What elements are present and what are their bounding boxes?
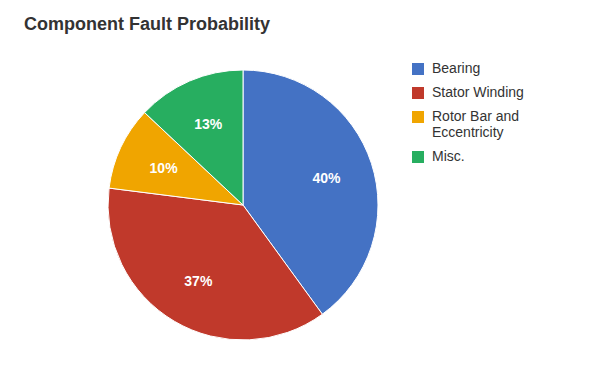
html-text:Stator Winding: Stator Winding <box>432 84 524 100</box>
html-text:Component Fault Probability: Component Fault Probability <box>24 14 270 34</box>
html-text:Rotor Bar and Eccentricity: Rotor Bar and Eccentricity <box>432 108 520 140</box>
svg-text:37%: 37% <box>184 273 213 289</box>
html-text:Misc.: Misc. <box>432 148 465 164</box>
svg-text:10%: 10% <box>150 160 179 176</box>
html-text:Bearing: Bearing <box>432 60 481 76</box>
svg-text:13%: 13% <box>194 116 223 132</box>
svg-text:40%: 40% <box>312 170 341 186</box>
